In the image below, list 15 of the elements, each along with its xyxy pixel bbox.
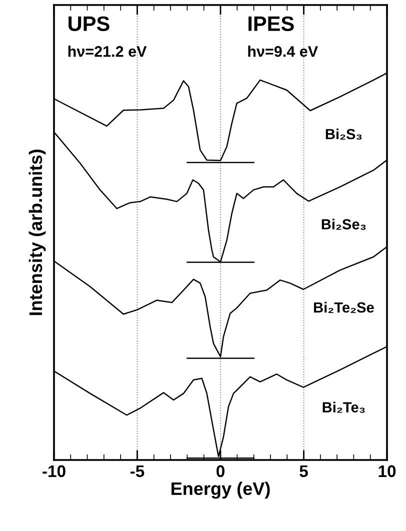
x-tick-label: 0 [216,465,224,478]
text: UPS [68,16,110,32]
series-label: Bi₂S₃ [326,128,362,140]
text: hν=21.2 eV [68,46,147,57]
x-tick-label: 10 [378,465,396,478]
x-tick-label: -10 [42,465,66,478]
x-tick-label: 5 [300,465,308,478]
text: hν=9.4 eV [248,46,318,57]
series-label: Bi₂Se₃ [322,218,366,230]
x-tick-label: -5 [130,465,144,478]
x-axis-title: Energy (eV) [172,482,270,499]
text: IPES [248,16,294,32]
y-axis-title: Intensity (arb.units) [28,150,46,316]
series-label: Bi₂Te₂Se [314,302,374,313]
series-label: Bi₂Te₃ [322,402,365,413]
